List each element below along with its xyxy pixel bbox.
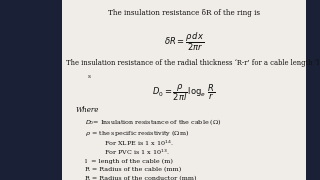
Text: $D_0 = \dfrac{\rho}{2\pi l}\,\log_e\,\dfrac{R}{r}$: $D_0 = \dfrac{\rho}{2\pi l}\,\log_e\,\df…: [152, 83, 216, 103]
Text: For PVC is 1 x 10$^{13}$.: For PVC is 1 x 10$^{13}$.: [104, 148, 170, 157]
Text: $\delta R = \dfrac{\rho\,dx}{2\pi r}$: $\delta R = \dfrac{\rho\,dx}{2\pi r}$: [164, 31, 204, 53]
Text: R = Radius of the conductor (mm): R = Radius of the conductor (mm): [85, 176, 196, 180]
Text: $D_0$= Insulation resistance of the cable (Ω): $D_0$= Insulation resistance of the cabl…: [85, 117, 221, 127]
Text: For XLPE is 1 x 10$^{14}$.: For XLPE is 1 x 10$^{14}$.: [104, 139, 173, 148]
Text: s: s: [88, 74, 91, 79]
Text: The insulation resistance δR of the ring is: The insulation resistance δR of the ring…: [108, 9, 260, 17]
Text: Where: Where: [75, 106, 99, 114]
FancyBboxPatch shape: [62, 0, 306, 180]
Text: The insulation resistance of the radial thickness ‘R-r’ for a cable length ‘l’ i: The insulation resistance of the radial …: [66, 59, 320, 67]
Text: R = Radius of the cable (mm): R = Radius of the cable (mm): [85, 167, 181, 173]
Text: $\rho$ = the specific resistivity (Ωm): $\rho$ = the specific resistivity (Ωm): [85, 128, 189, 138]
Text: l  = length of the cable (m): l = length of the cable (m): [85, 158, 173, 164]
